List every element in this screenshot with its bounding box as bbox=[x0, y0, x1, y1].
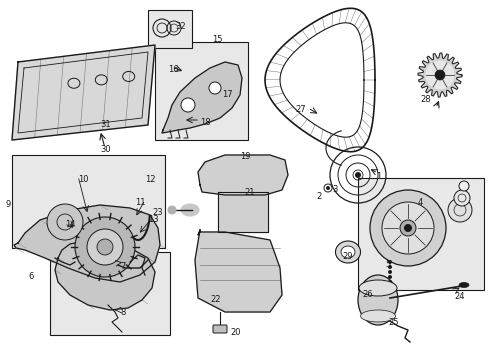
Text: 18: 18 bbox=[200, 118, 210, 127]
Text: 19: 19 bbox=[240, 152, 250, 161]
Text: 3: 3 bbox=[331, 185, 337, 194]
Text: 14: 14 bbox=[65, 220, 75, 229]
Polygon shape bbox=[195, 230, 282, 312]
Text: 23: 23 bbox=[152, 208, 163, 217]
Circle shape bbox=[387, 265, 391, 269]
Text: 11: 11 bbox=[135, 198, 145, 207]
Circle shape bbox=[458, 181, 468, 191]
Text: 25: 25 bbox=[387, 318, 398, 327]
Bar bbox=[357, 178, 483, 290]
Circle shape bbox=[399, 220, 415, 236]
Polygon shape bbox=[55, 240, 155, 310]
Circle shape bbox=[325, 186, 329, 190]
Polygon shape bbox=[218, 192, 267, 232]
Text: 5: 5 bbox=[384, 260, 389, 269]
Text: 8: 8 bbox=[120, 308, 125, 317]
Ellipse shape bbox=[360, 310, 395, 322]
Text: 9: 9 bbox=[5, 200, 10, 209]
Text: 16: 16 bbox=[168, 65, 178, 74]
Text: 12: 12 bbox=[145, 175, 155, 184]
Circle shape bbox=[354, 172, 360, 178]
Ellipse shape bbox=[340, 246, 354, 258]
Ellipse shape bbox=[335, 241, 360, 263]
Text: 22: 22 bbox=[209, 295, 220, 304]
Text: 21: 21 bbox=[244, 188, 254, 197]
Polygon shape bbox=[14, 205, 160, 282]
Text: 1: 1 bbox=[375, 172, 381, 181]
Bar bbox=[50, 252, 170, 335]
Text: 13: 13 bbox=[148, 215, 158, 224]
Text: 24: 24 bbox=[453, 292, 464, 301]
Text: 6: 6 bbox=[28, 272, 33, 281]
Circle shape bbox=[387, 270, 391, 274]
Circle shape bbox=[181, 98, 195, 112]
Bar bbox=[155, 42, 247, 140]
Bar bbox=[148, 10, 192, 48]
Circle shape bbox=[47, 204, 83, 240]
Ellipse shape bbox=[181, 204, 199, 216]
Text: 28: 28 bbox=[419, 95, 430, 104]
Circle shape bbox=[87, 229, 123, 265]
Text: 20: 20 bbox=[229, 328, 240, 337]
Text: 29: 29 bbox=[341, 252, 352, 261]
Ellipse shape bbox=[357, 275, 397, 325]
Text: 4: 4 bbox=[417, 198, 423, 207]
Polygon shape bbox=[162, 62, 242, 133]
Circle shape bbox=[403, 224, 411, 232]
Text: 2: 2 bbox=[315, 192, 321, 201]
Circle shape bbox=[381, 202, 433, 254]
Circle shape bbox=[387, 280, 391, 284]
Text: 32: 32 bbox=[175, 22, 185, 31]
Ellipse shape bbox=[168, 206, 176, 214]
Ellipse shape bbox=[458, 283, 468, 288]
Circle shape bbox=[208, 82, 221, 94]
Circle shape bbox=[75, 217, 135, 277]
Circle shape bbox=[447, 198, 471, 222]
Text: 30: 30 bbox=[100, 145, 110, 154]
Text: 17: 17 bbox=[222, 90, 232, 99]
Text: 7: 7 bbox=[120, 262, 125, 271]
Circle shape bbox=[453, 190, 469, 206]
FancyBboxPatch shape bbox=[213, 325, 226, 333]
Circle shape bbox=[434, 70, 444, 80]
Circle shape bbox=[97, 239, 113, 255]
Text: 26: 26 bbox=[361, 290, 372, 299]
Bar bbox=[12, 155, 164, 248]
Text: 10: 10 bbox=[78, 175, 88, 184]
Circle shape bbox=[425, 61, 453, 89]
Ellipse shape bbox=[358, 280, 396, 296]
Text: 27: 27 bbox=[294, 105, 305, 114]
Text: 15: 15 bbox=[212, 35, 222, 44]
Polygon shape bbox=[198, 155, 287, 195]
Circle shape bbox=[387, 275, 391, 279]
Text: 31: 31 bbox=[100, 120, 110, 129]
Circle shape bbox=[369, 190, 445, 266]
Polygon shape bbox=[12, 45, 155, 140]
Polygon shape bbox=[417, 53, 461, 97]
Circle shape bbox=[387, 260, 391, 264]
